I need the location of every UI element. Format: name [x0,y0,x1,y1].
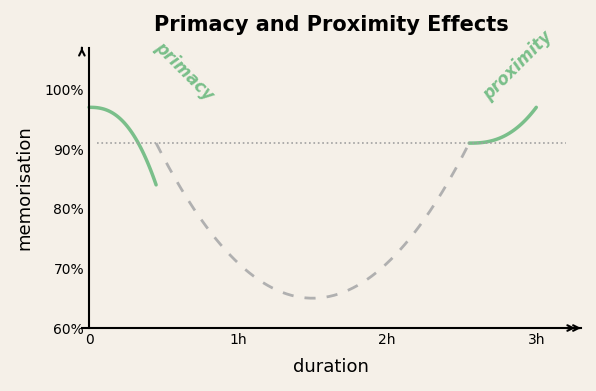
Title: Primacy and Proximity Effects: Primacy and Proximity Effects [154,15,508,35]
Y-axis label: memorisation: memorisation [15,126,33,250]
Text: primacy: primacy [151,38,218,104]
X-axis label: duration: duration [293,358,370,376]
Text: proximity: proximity [480,28,556,104]
